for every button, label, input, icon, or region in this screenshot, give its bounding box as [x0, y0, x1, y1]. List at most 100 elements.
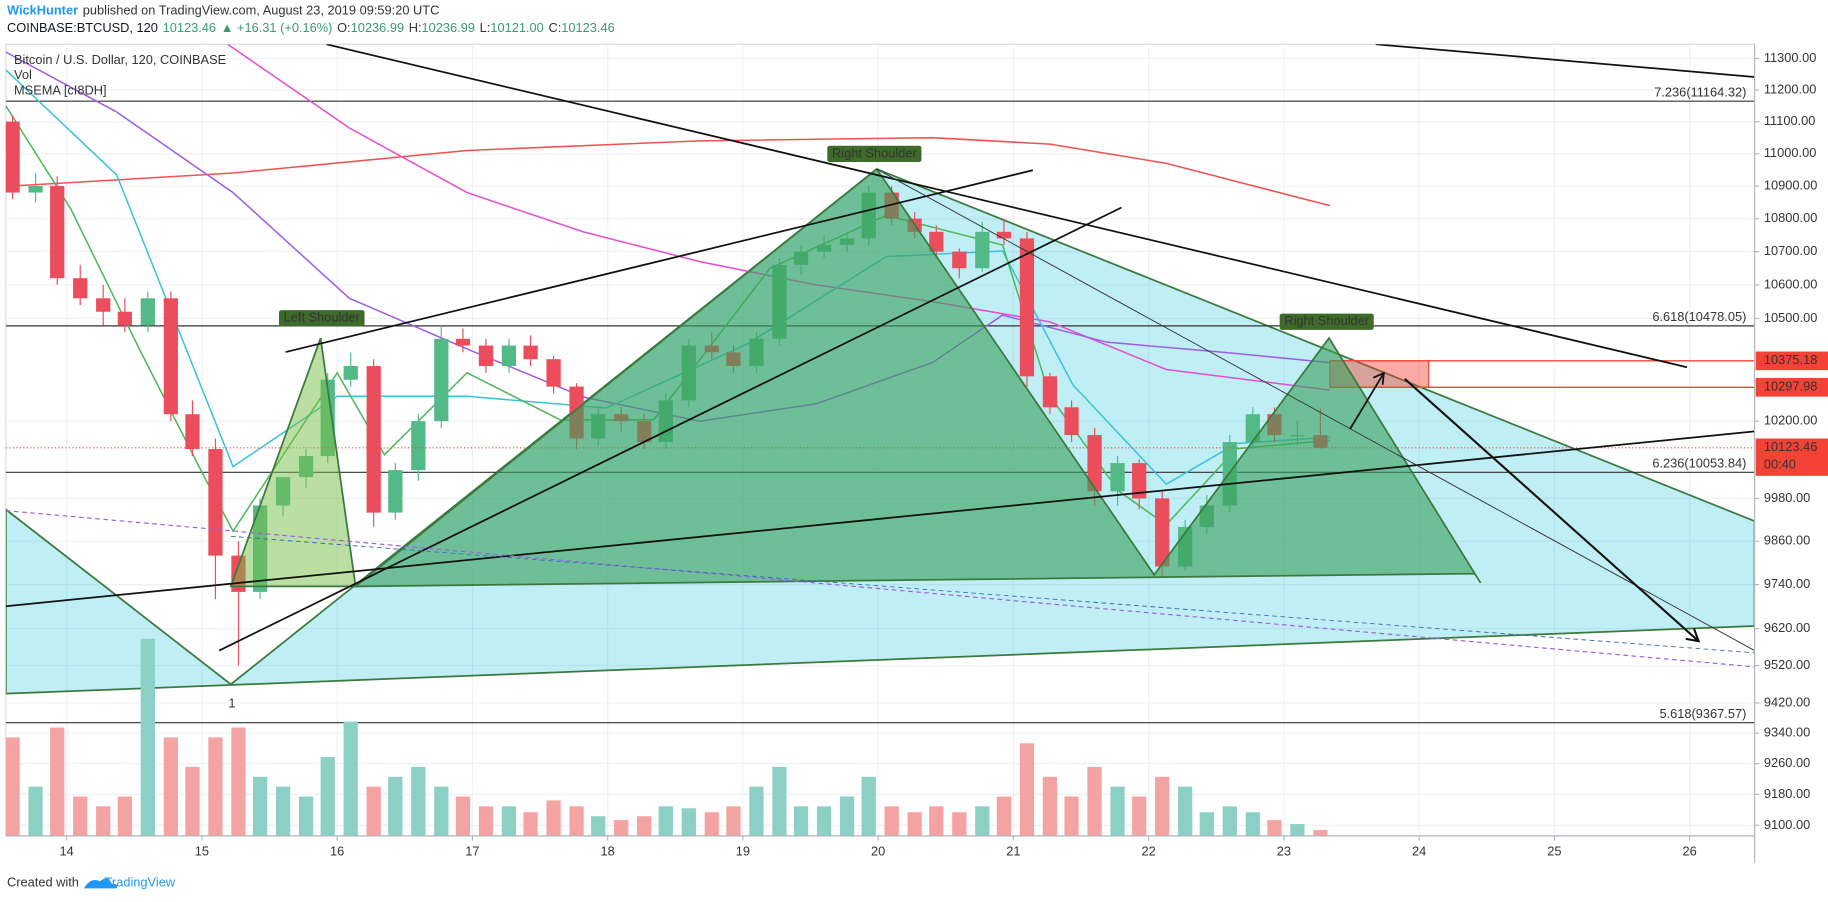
arrow — [1404, 378, 1701, 643]
dashed-line — [5, 510, 1755, 668]
volume-bar — [1132, 796, 1147, 836]
y-tick-label: 9180.00 — [1764, 786, 1810, 801]
fib-label: 6.618(10478.05) — [1652, 309, 1746, 324]
y-tick-label: 11200.00 — [1764, 81, 1817, 96]
y-tick-label: 9860.00 — [1764, 533, 1810, 548]
volume-bar — [658, 806, 673, 836]
annotation-label: Left Shoulder — [284, 310, 361, 325]
o-label: O: — [337, 21, 351, 36]
volume-bar — [1064, 796, 1079, 836]
candle-body — [975, 231, 990, 269]
candle-body — [117, 311, 132, 326]
l-value: 10121.00 — [490, 21, 543, 36]
y-tick-label: 9260.00 — [1764, 755, 1810, 770]
candle-body — [952, 251, 967, 269]
candle-body — [208, 449, 223, 556]
volume-bar — [1267, 820, 1282, 836]
last-price-label: 10123.46 — [1764, 439, 1817, 454]
legend-entry: Vol — [14, 67, 32, 82]
volume-bar — [749, 786, 764, 836]
candle-body — [1019, 238, 1035, 377]
last-price-box — [1755, 438, 1828, 476]
volume-bar — [117, 796, 132, 836]
annotation: Left Shoulder — [278, 310, 365, 327]
candle-body — [28, 186, 43, 193]
candle-body — [73, 278, 88, 299]
volume-bar — [884, 806, 899, 836]
volume-bar — [275, 786, 291, 836]
l-label: L: — [480, 21, 491, 36]
volume-bar — [839, 796, 855, 836]
annotation-label: Right Shoulder — [1284, 313, 1369, 328]
tv-logo — [83, 878, 118, 889]
annotation-box — [827, 145, 922, 163]
volume-bar — [1110, 786, 1125, 836]
volume-bar — [929, 806, 944, 836]
volume-bar — [591, 816, 606, 836]
volume-bar — [366, 786, 381, 836]
volume-bar — [388, 776, 403, 836]
y-tick-label: 9520.00 — [1764, 657, 1810, 672]
candle-body — [434, 338, 449, 422]
price-label: 10297.98 — [1764, 379, 1817, 394]
volume-bar — [1222, 806, 1237, 836]
c-value: 10123.46 — [561, 21, 614, 36]
volume-bar — [637, 816, 652, 836]
drawings — [5, 44, 1755, 668]
y-tick-label: 11300.00 — [1764, 50, 1817, 65]
x-tick-label: 14 — [60, 844, 74, 859]
author: WickHunter — [7, 3, 78, 18]
y-tick-label: 11000.00 — [1764, 145, 1817, 160]
x-tick-label: 20 — [871, 844, 885, 859]
price-label-box — [1755, 377, 1828, 397]
footer-brand: TradingView — [105, 875, 176, 890]
footer: Created with TradingView — [7, 875, 176, 890]
candle-body — [140, 298, 155, 326]
volume-bar — [793, 806, 809, 836]
header: WickHunter published on TradingView.com, … — [7, 3, 439, 18]
left-shoulder-shape — [229, 337, 357, 588]
volume-bar — [1290, 824, 1305, 836]
footer-text: Created with — [7, 875, 79, 890]
candle-body — [929, 231, 944, 252]
volume-bar — [726, 806, 741, 836]
candle-body — [411, 421, 426, 471]
volume-bar — [320, 757, 335, 836]
candle-body — [185, 414, 200, 450]
legend-entry: MSEMA [cI8DH] — [14, 82, 107, 97]
volume-bar — [861, 776, 876, 836]
candle-body — [501, 345, 517, 367]
change: ▲ +16.31 (+0.16%) — [221, 21, 333, 36]
annotation-label: 1 — [228, 696, 235, 711]
volume-bar — [28, 786, 43, 836]
volume-bar — [252, 776, 268, 836]
candle-body — [366, 366, 381, 513]
x-tick-label: 18 — [601, 844, 615, 859]
h-label: H: — [409, 21, 422, 36]
volume-bar — [704, 812, 719, 836]
y-tick-label: 9340.00 — [1764, 725, 1810, 740]
quote: COINBASE:BTCUSD, 120 10123.46 ▲ +16.31 (+0… — [7, 21, 615, 36]
volume-bar — [50, 727, 65, 836]
x-tick-label: 21 — [1006, 844, 1020, 859]
candle-body — [546, 359, 561, 387]
candle-body — [1087, 435, 1102, 492]
arrow — [1349, 371, 1385, 430]
annotation: Right Shoulder — [827, 145, 922, 163]
volume-bar — [163, 737, 178, 836]
volume-bar — [1087, 766, 1102, 836]
x-tick-label: 24 — [1412, 844, 1426, 859]
candle-body — [996, 231, 1012, 239]
volume-bar — [975, 806, 990, 836]
dashed-line — [230, 535, 1755, 654]
volume-bar — [455, 796, 471, 836]
price-label: 10375.18 — [1764, 352, 1817, 367]
candle-body — [523, 345, 538, 360]
volume-bar — [208, 737, 223, 836]
y-tick-label: 10600.00 — [1764, 276, 1817, 291]
candle-body — [1110, 463, 1125, 492]
y-tick-label: 9740.00 — [1764, 576, 1810, 591]
volume-bar — [298, 796, 314, 836]
